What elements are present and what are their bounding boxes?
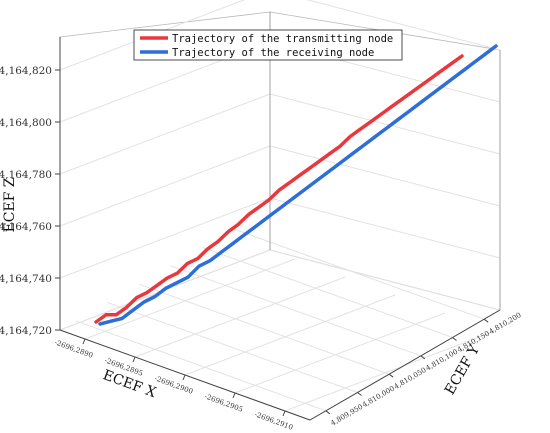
x-tick-mark (182, 374, 186, 381)
x-grid-floor (84, 258, 296, 340)
x-tick-label: -2696,2900 (153, 374, 194, 395)
z-tick-label: 4,164,820 (0, 65, 52, 77)
series-layer (94, 44, 498, 326)
y-tick-mark (325, 410, 331, 415)
y-tick-label: 4,810,050 (393, 366, 428, 391)
back-panels (58, 11, 502, 421)
x-tick-label: -2696,2910 (253, 410, 294, 431)
y-grid-floor (138, 283, 390, 375)
z-grid-right (269, 145, 501, 207)
axis-frame (59, 12, 501, 421)
y-tick-mark (357, 392, 362, 396)
y-tick-label: 4,809,950 (329, 403, 364, 428)
y-tick-mark (452, 337, 457, 341)
x-grid-floor (184, 294, 396, 376)
x-tick-label: -2696,2905 (203, 392, 244, 413)
x-tick-label: -2696,2890 (53, 338, 94, 359)
z-tick-label: 4,164,760 (0, 221, 52, 233)
x-tick-mark (82, 338, 86, 345)
y-tick-mark (420, 355, 426, 360)
x-grid-floor (234, 312, 446, 394)
y-tick-label: 4,810,200 (488, 311, 523, 336)
x-tick-mark (132, 356, 136, 363)
series-transmitting-line (94, 54, 464, 324)
z-grid-right (269, 249, 501, 311)
grid-lines (59, 0, 501, 412)
x-grid-floor (284, 330, 496, 412)
z-axis-title: ECEF Z (2, 177, 18, 232)
z-tick-label: 4,164,720 (0, 325, 52, 337)
y-grid-floor (107, 302, 358, 393)
y-tick-mark (483, 318, 489, 323)
y-tick-label: 4,810,000 (361, 384, 396, 409)
y-grid-floor (170, 265, 422, 357)
legend-box (133, 29, 403, 61)
legend-label-transmitting: Trajectory of the transmitting node (172, 33, 393, 45)
x-tick-mark (282, 410, 286, 417)
x-grid-floor (134, 276, 346, 358)
legend: Trajectory of the transmitting node Traj… (133, 29, 403, 61)
z-tick-label: 4,164,780 (0, 169, 52, 181)
z-tick-label: 4,164,800 (0, 117, 52, 129)
y-grid-floor (202, 247, 453, 338)
z-grid-right (306, 0, 501, 51)
z-grid-left (59, 145, 271, 227)
z-axis-ticks: 4,164,720 4,164,740 4,164,760 4,164,780 4,16… (0, 65, 60, 337)
y-grid-floor (233, 228, 485, 320)
x-tick-mark (232, 392, 236, 399)
z-grid-left (59, 197, 271, 279)
y-grid-floor (75, 320, 327, 412)
z-tick-label: 4,164,740 (0, 273, 52, 285)
y-tick-mark (388, 373, 394, 378)
z-grid-right (269, 93, 501, 155)
z-grid-left (59, 93, 271, 175)
z-grid-right (269, 197, 501, 259)
legend-label-receiving: Trajectory of the receiving node (172, 47, 374, 59)
series-receiving-line (98, 44, 498, 326)
